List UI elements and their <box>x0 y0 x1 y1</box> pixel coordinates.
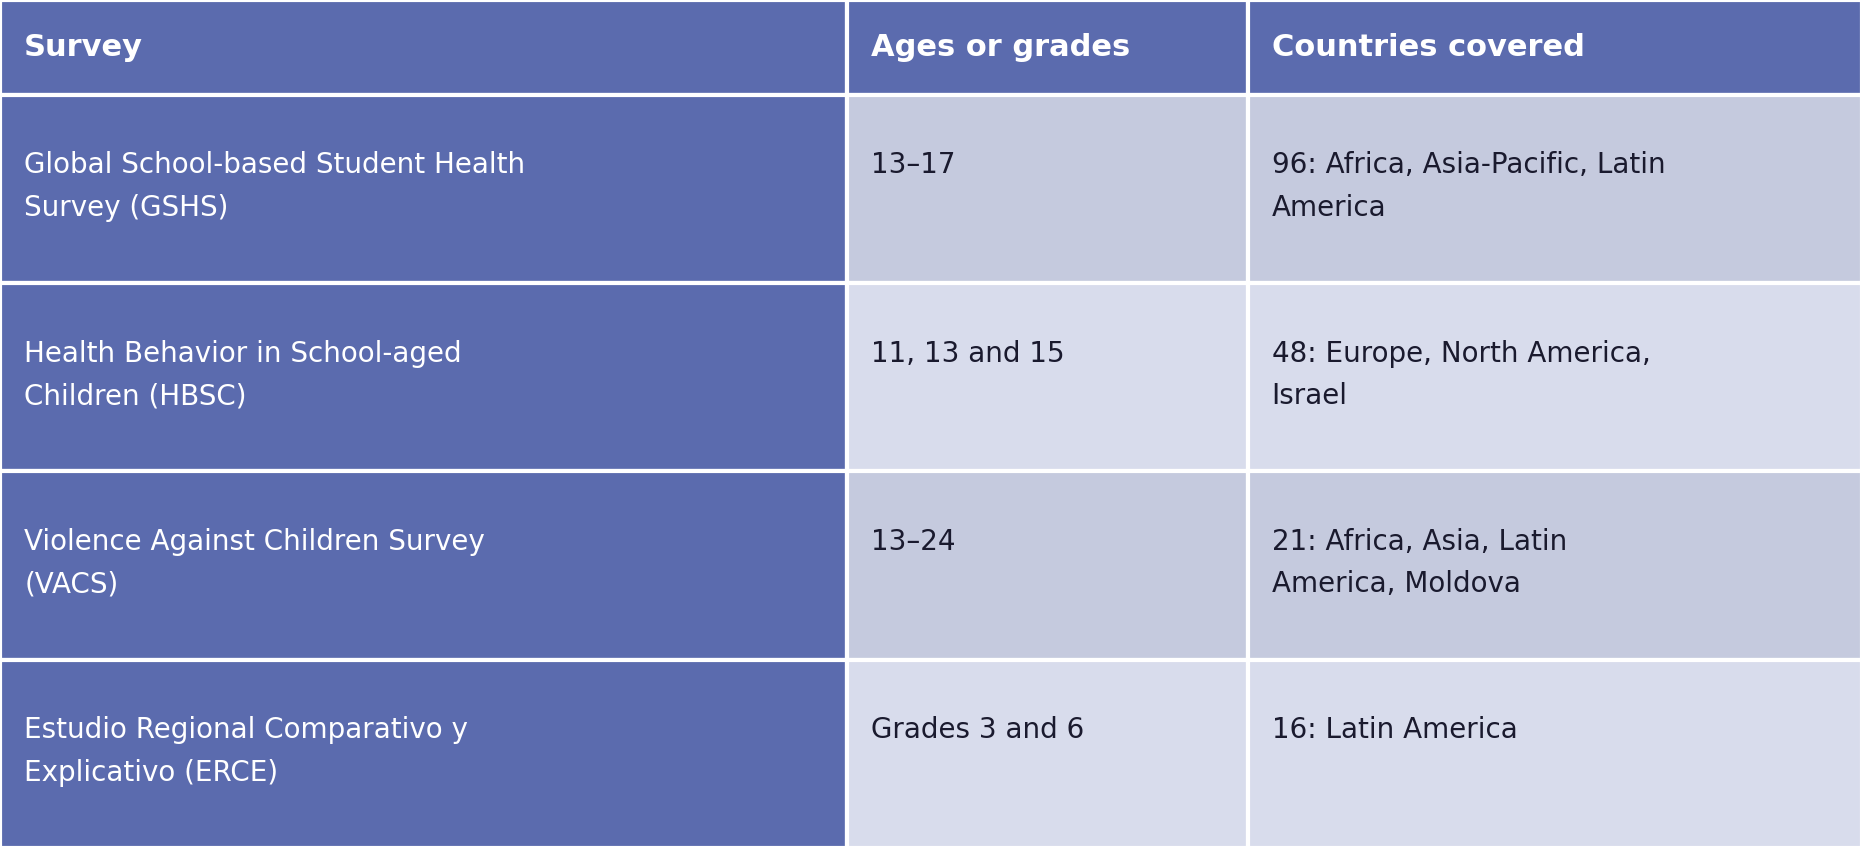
Text: 96: Africa, Asia-Pacific, Latin
America: 96: Africa, Asia-Pacific, Latin America <box>1272 152 1665 222</box>
Text: 11, 13 and 15: 11, 13 and 15 <box>871 340 1065 368</box>
Text: 13–24: 13–24 <box>871 528 955 556</box>
Text: Estudio Regional Comparativo y
Explicativo (ERCE): Estudio Regional Comparativo y Explicati… <box>24 717 467 787</box>
Text: Countries covered: Countries covered <box>1272 33 1585 62</box>
FancyBboxPatch shape <box>0 660 847 848</box>
FancyBboxPatch shape <box>847 283 1248 471</box>
Text: Survey: Survey <box>24 33 143 62</box>
FancyBboxPatch shape <box>847 660 1248 848</box>
FancyBboxPatch shape <box>0 0 847 95</box>
Text: 21: Africa, Asia, Latin
America, Moldova: 21: Africa, Asia, Latin America, Moldova <box>1272 528 1568 599</box>
Text: Violence Against Children Survey
(VACS): Violence Against Children Survey (VACS) <box>24 528 484 599</box>
FancyBboxPatch shape <box>0 283 847 471</box>
Text: 13–17: 13–17 <box>871 152 955 180</box>
Text: Global School-based Student Health
Survey (GSHS): Global School-based Student Health Surve… <box>24 152 525 222</box>
FancyBboxPatch shape <box>1248 471 1862 660</box>
FancyBboxPatch shape <box>847 471 1248 660</box>
FancyBboxPatch shape <box>0 471 847 660</box>
Text: 48: Europe, North America,
Israel: 48: Europe, North America, Israel <box>1272 340 1650 410</box>
FancyBboxPatch shape <box>0 95 847 283</box>
Text: Ages or grades: Ages or grades <box>871 33 1130 62</box>
FancyBboxPatch shape <box>847 0 1248 95</box>
FancyBboxPatch shape <box>1248 660 1862 848</box>
Text: 16: Latin America: 16: Latin America <box>1272 717 1518 745</box>
Text: Grades 3 and 6: Grades 3 and 6 <box>871 717 1086 745</box>
FancyBboxPatch shape <box>1248 0 1862 95</box>
FancyBboxPatch shape <box>847 95 1248 283</box>
FancyBboxPatch shape <box>1248 95 1862 283</box>
FancyBboxPatch shape <box>1248 283 1862 471</box>
Text: Health Behavior in School-aged
Children (HBSC): Health Behavior in School-aged Children … <box>24 340 462 410</box>
